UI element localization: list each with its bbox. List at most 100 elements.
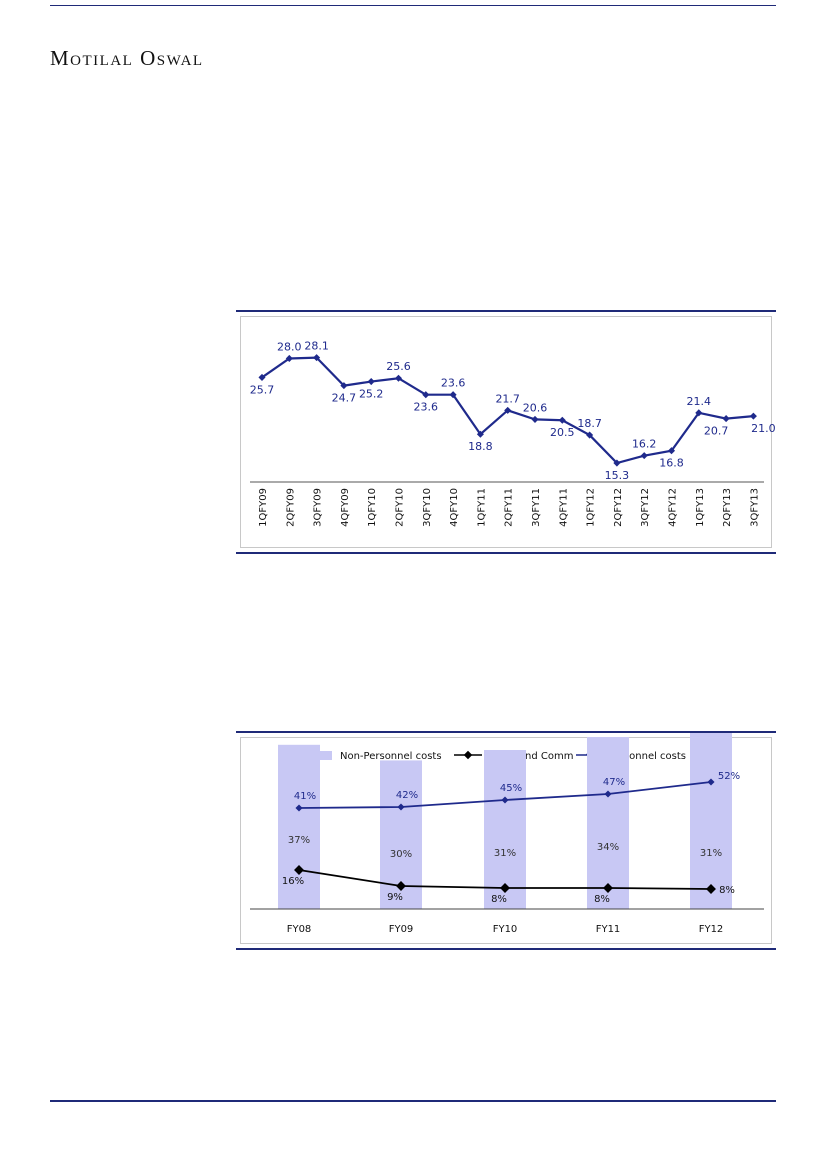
data-label: 25.2 bbox=[359, 388, 384, 401]
chart-frame-1 bbox=[240, 316, 772, 548]
travel-label: 8% bbox=[594, 894, 610, 905]
data-label: 21.4 bbox=[687, 395, 712, 408]
data-label: 20.7 bbox=[704, 425, 729, 438]
personnel-label: 41% bbox=[294, 791, 316, 802]
travel-label: 9% bbox=[387, 892, 403, 903]
travel-label: 16% bbox=[282, 876, 304, 887]
travel-label: 8% bbox=[719, 885, 735, 896]
travel-point bbox=[294, 865, 304, 875]
personnel-point bbox=[397, 803, 405, 811]
bar-non-personnel bbox=[690, 733, 732, 909]
bar-non-personnel bbox=[484, 750, 526, 909]
data-point bbox=[749, 412, 757, 420]
data-label: 23.6 bbox=[414, 401, 439, 414]
data-point bbox=[558, 416, 566, 424]
bar-label: 31% bbox=[700, 848, 722, 859]
top-rule bbox=[50, 5, 776, 6]
data-point bbox=[640, 452, 648, 460]
bottom-rule bbox=[50, 1100, 776, 1102]
x-tick-label: FY11 bbox=[596, 924, 621, 935]
data-point bbox=[449, 391, 457, 399]
travel-point bbox=[706, 884, 716, 894]
bar-label: 37% bbox=[288, 835, 310, 846]
data-point bbox=[695, 409, 703, 417]
chart-panel-1: 25.7 28.0 28.1 24.7 25.2 25.6 23.6 23.6 18.8 21.7… bbox=[236, 310, 776, 554]
x-tick-label: 4QFY11 bbox=[558, 488, 569, 527]
x-tick-label: 1QFY10 bbox=[367, 488, 378, 527]
quarterly-line-chart: 25.7 28.0 28.1 24.7 25.2 25.6 23.623.6 18.8 21.7… bbox=[250, 340, 776, 527]
data-label: 21.7 bbox=[495, 392, 520, 405]
data-label: 23.6 bbox=[441, 377, 466, 390]
bar-label: 31% bbox=[494, 848, 516, 859]
data-label: 28.1 bbox=[304, 340, 329, 353]
x-tick-label: 2QFY13 bbox=[722, 488, 733, 527]
x-tick-label: 3QFY11 bbox=[531, 488, 542, 527]
personnel-label: 42% bbox=[396, 790, 418, 801]
data-label: 20.6 bbox=[523, 401, 548, 414]
bar-non-personnel bbox=[587, 737, 629, 909]
chart-frame-2 bbox=[240, 737, 772, 944]
personnel-point bbox=[501, 796, 509, 804]
x-tick-label: 1QFY11 bbox=[476, 488, 487, 527]
x-tick-label: 1QFY09 bbox=[258, 488, 269, 527]
data-point bbox=[476, 430, 484, 438]
data-point bbox=[667, 447, 676, 455]
data-point bbox=[394, 374, 403, 382]
x-tick-label: 2QFY12 bbox=[613, 488, 624, 527]
x-tick-label: 1QFY13 bbox=[695, 488, 706, 527]
x-tick-label: 1QFY12 bbox=[586, 488, 597, 527]
brand-logo: Motilal Oswal bbox=[50, 46, 204, 70]
data-point bbox=[340, 382, 348, 390]
data-point bbox=[531, 415, 539, 423]
data-point bbox=[258, 373, 266, 381]
legend-label-non-personnel: Non-Personnel costs bbox=[340, 751, 442, 762]
personnel-point bbox=[295, 804, 303, 812]
data-label: 16.8 bbox=[659, 457, 684, 470]
x-tick-label: 4QFY12 bbox=[668, 488, 679, 527]
cost-mix-chart: Non-Personnel costs Travel and Comm Person… bbox=[250, 733, 764, 935]
data-label: 24.7 bbox=[332, 392, 357, 405]
x-tick-label: 4QFY10 bbox=[449, 488, 460, 527]
bar-non-personnel bbox=[278, 744, 320, 909]
personnel-label: 47% bbox=[603, 777, 625, 788]
data-point bbox=[504, 406, 512, 414]
data-label: 25.7 bbox=[250, 383, 275, 396]
x-tick-label: FY09 bbox=[389, 924, 414, 935]
travel-point bbox=[396, 881, 406, 891]
data-point bbox=[313, 354, 321, 362]
personnel-point bbox=[707, 778, 715, 786]
data-point bbox=[367, 377, 375, 386]
x-tick-label: 4QFY09 bbox=[340, 488, 351, 527]
data-label: 25.6 bbox=[386, 360, 411, 373]
data-point bbox=[722, 415, 730, 423]
x-tick-label: 2QFY11 bbox=[504, 488, 515, 527]
data-label: 16.2 bbox=[632, 438, 657, 451]
bar-label: 34% bbox=[597, 842, 619, 853]
personnel-point bbox=[604, 790, 612, 798]
data-label: 21.0 bbox=[751, 422, 776, 435]
travel-point bbox=[603, 883, 613, 893]
x-tick-label: 3QFY13 bbox=[749, 488, 760, 527]
x-tick-label: 3QFY12 bbox=[640, 488, 651, 527]
data-label: 28.0 bbox=[277, 340, 302, 353]
x-tick-label: 3QFY10 bbox=[422, 488, 433, 527]
personnel-label: 45% bbox=[500, 783, 522, 794]
legend-marker-travel bbox=[463, 750, 473, 760]
x-tick-label: 2QFY10 bbox=[395, 488, 406, 527]
x-tick-label: FY12 bbox=[699, 924, 724, 935]
data-label: 18.7 bbox=[577, 417, 602, 430]
legend-swatch-non-personnel bbox=[310, 751, 332, 760]
legend-label-travel: Travel and Comm bbox=[485, 751, 573, 762]
bar-label: 30% bbox=[390, 849, 412, 860]
x-tick-label: FY08 bbox=[287, 924, 312, 935]
legend-label-personnel: Personnel costs bbox=[608, 751, 686, 762]
chart-panel-2: Non-Personnel costs Travel and Comm Person… bbox=[236, 731, 776, 950]
x-tick-label: 3QFY09 bbox=[313, 488, 324, 527]
travel-point bbox=[500, 883, 510, 893]
data-label: 18.8 bbox=[468, 440, 493, 453]
travel-label: 8% bbox=[491, 894, 507, 905]
data-label: 20.5 bbox=[550, 426, 575, 439]
x-tick-label: 2QFY09 bbox=[285, 488, 296, 527]
personnel-label: 52% bbox=[718, 771, 740, 782]
data-label: 15.3 bbox=[605, 469, 630, 482]
